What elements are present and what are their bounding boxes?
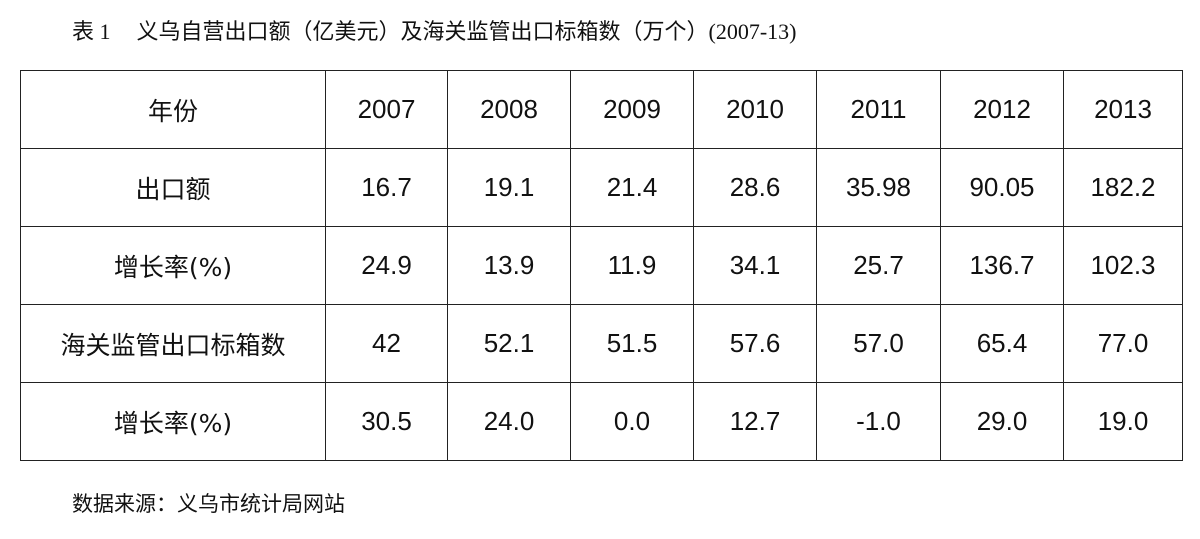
cell: 2007 [325, 70, 448, 149]
cell: 19.1 [447, 148, 571, 227]
cell: 57.0 [816, 304, 941, 383]
table-title: 义乌自营出口额（亿美元）及海关监管出口标箱数（万个）(2007-13) [136, 19, 797, 44]
table-number: 表 1 [72, 19, 111, 44]
source-note: 数据来源：义乌市统计局网站 [72, 492, 345, 516]
cell: 21.4 [570, 148, 694, 227]
cell: 42 [325, 304, 448, 383]
cell: 2010 [693, 70, 817, 149]
cell: 2013 [1063, 70, 1183, 149]
cell: 29.0 [940, 382, 1064, 461]
table-row: 年份 2007 2008 2009 2010 2011 2012 2013 [20, 70, 1183, 149]
row-label: 增长率(%) [20, 382, 326, 461]
row-label: 出口额 [20, 148, 326, 227]
data-table: 年份 2007 2008 2009 2010 2011 2012 2013 出口额 16.7 19.… [20, 70, 1183, 461]
row-label: 海关监管出口标箱数 [20, 304, 326, 383]
cell: 52.1 [447, 304, 571, 383]
table-row: 增长率(%) 30.5 24.0 0.0 12.7 -1.0 29.0 19.0 [20, 382, 1183, 461]
table-row: 增长率(%) 24.9 13.9 11.9 34.1 25.7 136.7 102.3 [20, 226, 1183, 305]
cell: -1.0 [816, 382, 941, 461]
title: 表 1 义乌自营出口额（亿美元）及海关监管出口标箱数（万个）(2007-13) [72, 14, 797, 46]
cell: 24.0 [447, 382, 571, 461]
cell: 19.0 [1063, 382, 1183, 461]
table-row: 海关监管出口标箱数 42 52.1 51.5 57.6 57.0 65.4 77.0 [20, 304, 1183, 383]
cell: 12.7 [693, 382, 817, 461]
cell: 65.4 [940, 304, 1064, 383]
cell: 28.6 [693, 148, 817, 227]
cell: 16.7 [325, 148, 448, 227]
cell: 2011 [816, 70, 941, 149]
cell: 57.6 [693, 304, 817, 383]
cell: 136.7 [940, 226, 1064, 305]
cell: 2012 [940, 70, 1064, 149]
cell: 77.0 [1063, 304, 1183, 383]
table-row: 出口额 16.7 19.1 21.4 28.6 35.98 90.05 182.2 [20, 148, 1183, 227]
cell: 102.3 [1063, 226, 1183, 305]
cell: 51.5 [570, 304, 694, 383]
cell: 0.0 [570, 382, 694, 461]
cell: 25.7 [816, 226, 941, 305]
cell: 35.98 [816, 148, 941, 227]
cell: 2008 [447, 70, 571, 149]
cell: 30.5 [325, 382, 448, 461]
cell: 13.9 [447, 226, 571, 305]
cell: 34.1 [693, 226, 817, 305]
cell: 2009 [570, 70, 694, 149]
row-label: 年份 [20, 70, 326, 149]
cell: 90.05 [940, 148, 1064, 227]
row-label: 增长率(%) [20, 226, 326, 305]
cell: 11.9 [570, 226, 694, 305]
cell: 24.9 [325, 226, 448, 305]
cell: 182.2 [1063, 148, 1183, 227]
